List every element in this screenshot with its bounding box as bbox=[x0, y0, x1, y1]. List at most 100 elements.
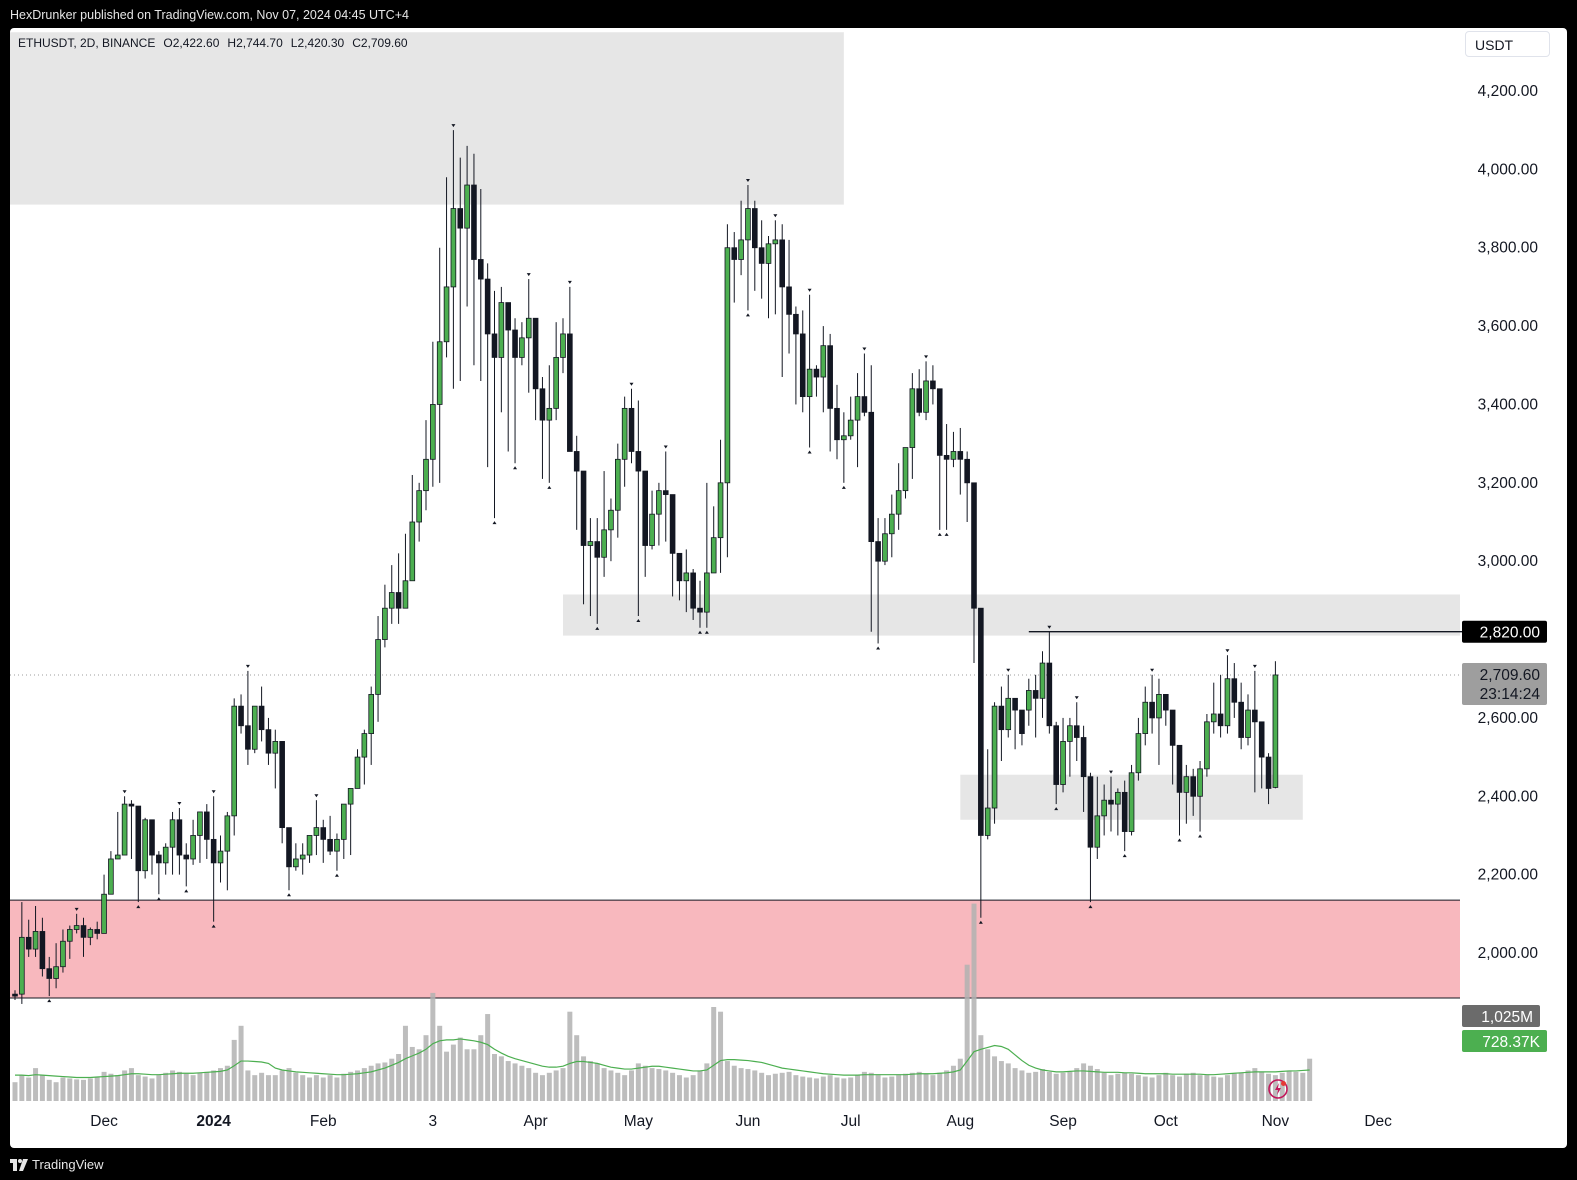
symbol-label: ETHUSDT, 2D, BINANCE bbox=[18, 36, 156, 50]
y-tick-label: 3,200.00 bbox=[1478, 475, 1539, 492]
candle-down bbox=[1046, 662, 1053, 727]
candle-up bbox=[436, 341, 443, 405]
volume-bar bbox=[320, 1077, 326, 1101]
volume-bar bbox=[1204, 1075, 1210, 1101]
candle-up bbox=[1245, 709, 1251, 738]
volume-bar bbox=[1211, 1076, 1217, 1101]
volume-bar bbox=[1053, 1073, 1059, 1101]
x-tick-label: 2024 bbox=[196, 1113, 231, 1130]
candle-up bbox=[299, 854, 306, 860]
candle-down bbox=[662, 490, 669, 495]
candle-up bbox=[354, 756, 361, 789]
volume-bar bbox=[971, 903, 977, 1101]
candle-up bbox=[375, 639, 381, 695]
chart-panel[interactable]: 4,200.00 4,000.00 3,800.00 3,600.00 3,400.00… bbox=[10, 28, 1567, 1148]
volume-bar bbox=[930, 1075, 936, 1101]
currency-selector[interactable]: USDT bbox=[1465, 31, 1550, 57]
candle-down bbox=[210, 838, 217, 864]
tradingview-logo-icon bbox=[10, 1158, 28, 1171]
volume-bar bbox=[272, 1075, 278, 1101]
volume-bar bbox=[355, 1070, 360, 1101]
volume-value-tag bbox=[1462, 1005, 1540, 1027]
candle-down bbox=[238, 705, 244, 727]
candle-up bbox=[806, 368, 813, 398]
candle-down bbox=[505, 302, 511, 331]
volume-bar bbox=[1190, 1072, 1196, 1101]
price-chart[interactable]: 4,200.00 4,000.00 3,800.00 3,600.00 3,400.00… bbox=[10, 28, 1567, 1148]
volume-bar bbox=[204, 1071, 210, 1101]
candle-up bbox=[430, 404, 436, 460]
volume-bar bbox=[875, 1075, 881, 1101]
volume-bar bbox=[450, 1044, 456, 1101]
volume-bar bbox=[957, 1058, 963, 1101]
volume-bar bbox=[238, 1025, 244, 1101]
x-tick-label: Dec bbox=[1364, 1113, 1392, 1130]
candle-up bbox=[923, 380, 929, 413]
volume-bar bbox=[19, 1075, 25, 1101]
x-tick-label: Apr bbox=[524, 1113, 548, 1130]
y-tick-label: 2,600.00 bbox=[1478, 710, 1539, 727]
candle-down bbox=[39, 931, 46, 970]
volume-bar bbox=[396, 1054, 402, 1101]
candle-up bbox=[306, 835, 313, 856]
candle-up bbox=[991, 705, 998, 809]
volume-bar bbox=[587, 1061, 593, 1101]
candle-down bbox=[477, 259, 484, 280]
candle-up bbox=[32, 931, 39, 950]
candle-down bbox=[1265, 756, 1272, 789]
volume-bar bbox=[1224, 1075, 1230, 1101]
candle-up bbox=[293, 858, 299, 868]
candle-down bbox=[628, 407, 635, 452]
volume-bar bbox=[629, 1070, 634, 1101]
volume-bar bbox=[1074, 1068, 1080, 1101]
candle-up bbox=[950, 451, 957, 460]
candle-down bbox=[875, 541, 881, 562]
candle-down bbox=[539, 388, 546, 421]
volume-bar bbox=[300, 1075, 306, 1101]
swing-low-marker bbox=[1088, 905, 1093, 909]
volume-bar bbox=[676, 1075, 682, 1101]
footer-bar: TradingView bbox=[0, 1148, 1577, 1180]
candle-up bbox=[162, 846, 169, 864]
candle-up bbox=[621, 407, 628, 460]
swing-high-marker bbox=[567, 280, 572, 284]
volume-bar bbox=[779, 1072, 785, 1101]
volume-bar bbox=[46, 1079, 52, 1101]
volume-bar bbox=[60, 1077, 66, 1101]
flash-icon[interactable] bbox=[1267, 1078, 1289, 1100]
candle-up bbox=[738, 239, 744, 260]
swing-high-marker bbox=[1109, 770, 1113, 774]
candle-up bbox=[882, 533, 888, 562]
candle-up bbox=[197, 811, 203, 836]
candle-up bbox=[902, 447, 909, 492]
volume-bar bbox=[1293, 1071, 1299, 1101]
volume-bar bbox=[889, 1076, 895, 1101]
volume-bar bbox=[731, 1065, 737, 1101]
volume-bar bbox=[642, 1065, 648, 1101]
candle-down bbox=[1258, 721, 1265, 758]
candle-up bbox=[717, 482, 724, 539]
x-tick-label: 3 bbox=[429, 1113, 438, 1130]
swing-high-marker bbox=[1252, 664, 1257, 668]
volume-bar bbox=[265, 1075, 271, 1101]
candle-down bbox=[279, 741, 285, 829]
volume-bar bbox=[635, 1063, 641, 1101]
volume-bar bbox=[861, 1071, 867, 1101]
volume-bar bbox=[998, 1061, 1004, 1101]
candle-up bbox=[361, 733, 368, 758]
tradingview-logo[interactable]: TradingView bbox=[10, 1157, 104, 1172]
candle-down bbox=[669, 494, 676, 554]
swing-low-marker bbox=[1177, 838, 1182, 842]
candle-up bbox=[519, 337, 525, 358]
candle-up bbox=[847, 419, 854, 437]
y-tick-label: 3,800.00 bbox=[1478, 240, 1539, 257]
swing-low-marker bbox=[211, 924, 216, 928]
volume-bar bbox=[142, 1076, 148, 1101]
candle-up bbox=[1135, 733, 1142, 774]
volume-bar bbox=[101, 1071, 107, 1101]
volume-bar bbox=[12, 1082, 18, 1101]
candle-up bbox=[608, 509, 614, 531]
publish-bar: HexDrunker published on TradingView.com,… bbox=[0, 0, 1577, 28]
candle-up bbox=[443, 286, 450, 343]
x-tick-label: Nov bbox=[1262, 1113, 1290, 1130]
